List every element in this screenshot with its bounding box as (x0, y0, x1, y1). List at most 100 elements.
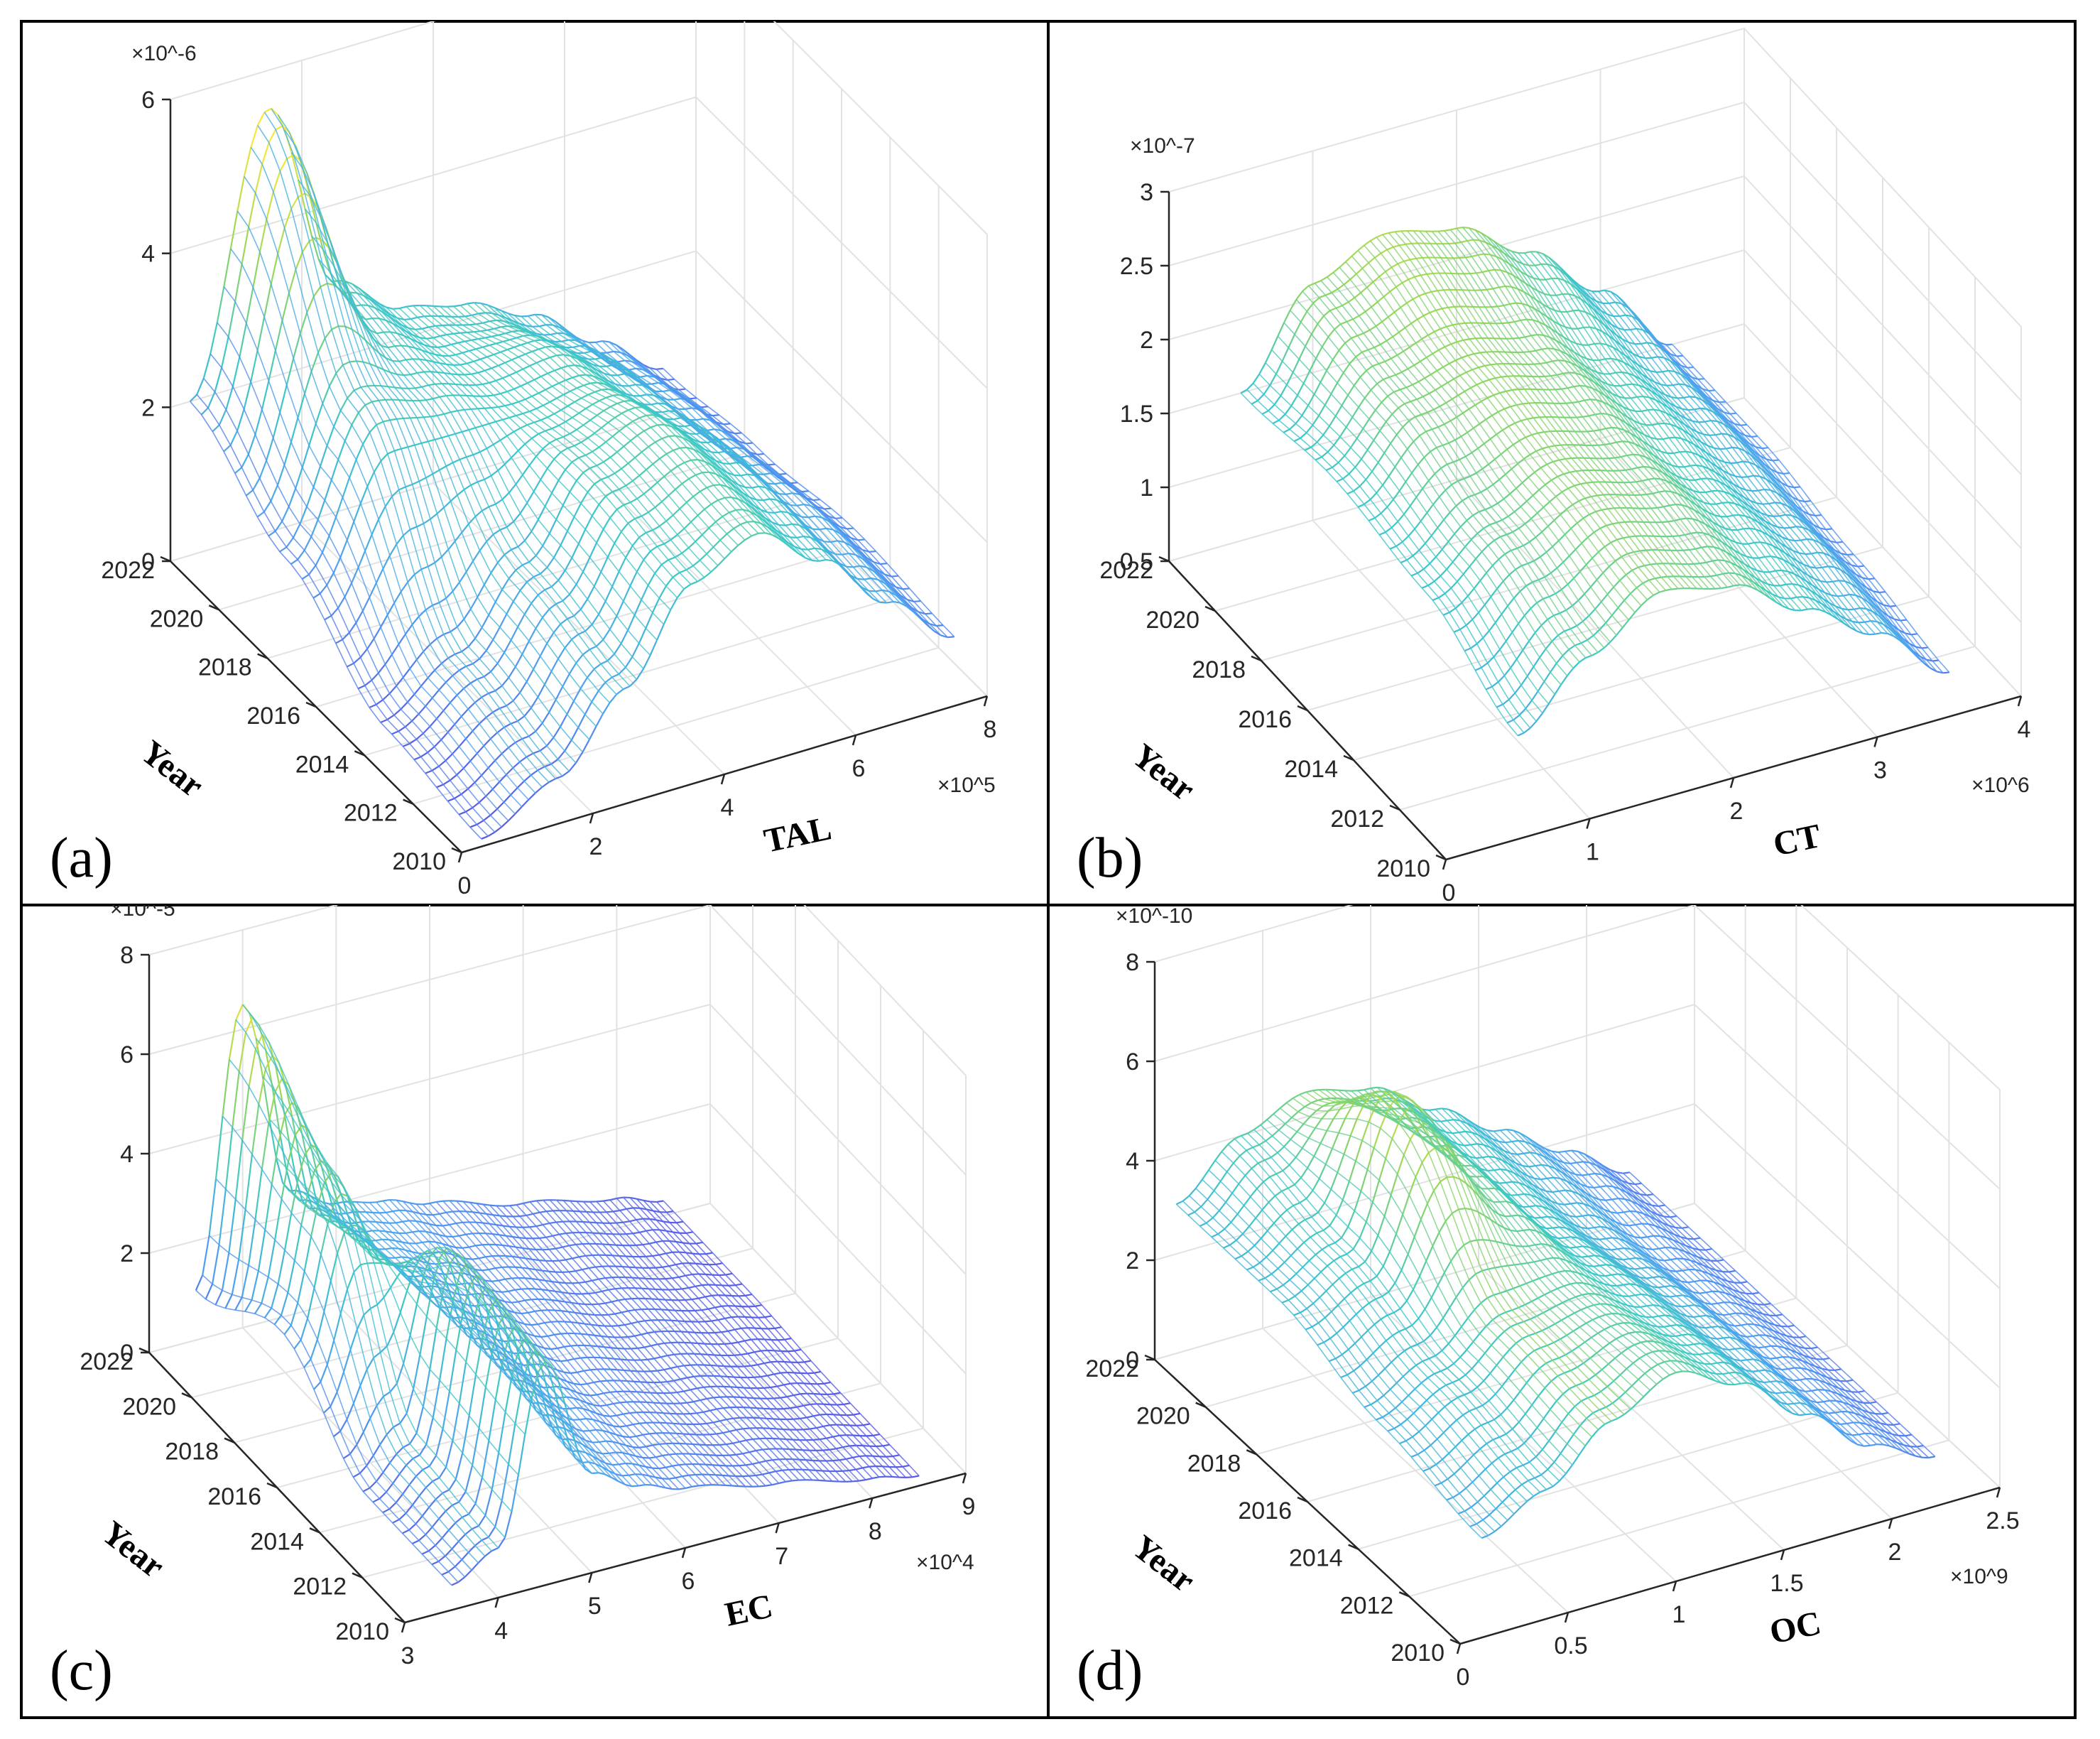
mesh-line (528, 455, 537, 466)
mesh-line (1465, 452, 1473, 457)
mesh-line (203, 378, 496, 833)
mesh-line (584, 1279, 592, 1283)
mesh-line (460, 788, 469, 795)
mesh-line (1501, 375, 1508, 378)
mesh-line (631, 536, 640, 546)
mesh-line (1357, 250, 1636, 613)
mesh-line (1657, 506, 1664, 509)
mesh-line (1278, 413, 1286, 421)
mesh-line (469, 1245, 477, 1248)
mesh-line (1640, 493, 1647, 496)
mesh-line (1646, 594, 1654, 601)
mesh-line (1272, 419, 1280, 425)
mesh-line (598, 1277, 606, 1280)
mesh-line (649, 367, 657, 370)
mesh-line (1747, 475, 1754, 478)
mesh-line (290, 196, 299, 210)
mesh-line (454, 793, 462, 799)
mesh-line (1745, 434, 1752, 438)
mesh-line (1696, 464, 1703, 467)
mesh-line (1400, 386, 1407, 391)
mesh-line (506, 601, 514, 614)
mesh-line (1427, 408, 1435, 413)
mesh-line (1517, 458, 1525, 465)
mesh-line (450, 774, 457, 781)
mesh-line (423, 644, 431, 652)
mesh-line (472, 550, 481, 562)
mesh-line (483, 671, 491, 678)
mesh-line (1448, 305, 1455, 308)
mesh-line (595, 639, 604, 647)
mesh-line (1283, 322, 1562, 686)
mesh-line (661, 435, 670, 440)
mesh-line (629, 1196, 637, 1200)
mesh-line (251, 1104, 260, 1155)
mesh-line (1558, 533, 1566, 541)
mesh-line (523, 602, 533, 615)
mesh-line (230, 248, 523, 808)
mesh-line (456, 688, 464, 696)
mesh-line (521, 1267, 529, 1269)
mesh-line (1425, 535, 1432, 544)
mesh-line (544, 585, 553, 591)
mesh-line (492, 529, 501, 536)
mesh-line (394, 345, 402, 347)
mesh-line (376, 331, 384, 335)
mesh-line (1310, 323, 1319, 335)
mesh-line (600, 556, 609, 573)
mesh-line (281, 506, 290, 522)
mesh-line (1620, 384, 1627, 387)
mesh-line (538, 1321, 545, 1326)
mesh-line (1538, 484, 1546, 491)
mesh-line (235, 1004, 244, 1021)
mesh-line (658, 520, 667, 527)
mesh-line (602, 1243, 609, 1246)
mesh-line (445, 1252, 452, 1255)
mesh-line (1610, 538, 1618, 543)
x-tick-label: 6 (682, 1568, 695, 1595)
mesh-line (1364, 306, 1372, 313)
mesh-line (1678, 533, 1685, 537)
mesh-line (602, 340, 894, 602)
mesh-line (665, 576, 674, 587)
mesh-line (1365, 471, 1373, 480)
mesh-line (324, 1161, 332, 1183)
mesh-line (1441, 381, 1449, 387)
x-exponent: ×10^4 (916, 1551, 974, 1574)
mesh-line (1456, 412, 1464, 418)
mesh-line (241, 227, 250, 264)
mesh-line (1681, 438, 1688, 442)
mesh-line (1319, 294, 1326, 299)
mesh-line (1397, 260, 1405, 265)
mesh-line (1748, 541, 1755, 545)
mesh-line (1413, 230, 1691, 589)
mesh-line (415, 327, 423, 330)
mesh-line (1616, 295, 1895, 637)
mesh-line (712, 414, 719, 417)
mesh-line (1734, 423, 1741, 426)
mesh-line (1400, 448, 1408, 458)
mesh-line (587, 432, 595, 439)
mesh-line (1524, 251, 1531, 254)
mesh-line (459, 456, 467, 460)
mesh-line (1730, 462, 1737, 465)
mesh-line (715, 516, 723, 523)
z-tick-label: 6 (141, 87, 155, 114)
mesh-line (1756, 446, 1763, 450)
mesh-line (607, 417, 616, 423)
mesh-line (473, 330, 481, 333)
mesh-line (639, 1207, 647, 1210)
mesh-line (1807, 538, 1814, 541)
mesh-line (379, 1345, 388, 1353)
mesh-line (1555, 444, 1562, 447)
mesh-line (555, 504, 564, 520)
mesh-line (875, 589, 883, 592)
mesh-line (631, 643, 640, 658)
mesh-line (379, 318, 386, 321)
mesh-line (431, 689, 440, 699)
mesh-line (432, 1232, 440, 1236)
mesh-line (1391, 407, 1399, 415)
mesh-line (1483, 524, 1491, 529)
surface-chart-c: 3456789201020122014201620182020202202468… (50, 905, 975, 1702)
mesh-line (1486, 656, 1495, 664)
